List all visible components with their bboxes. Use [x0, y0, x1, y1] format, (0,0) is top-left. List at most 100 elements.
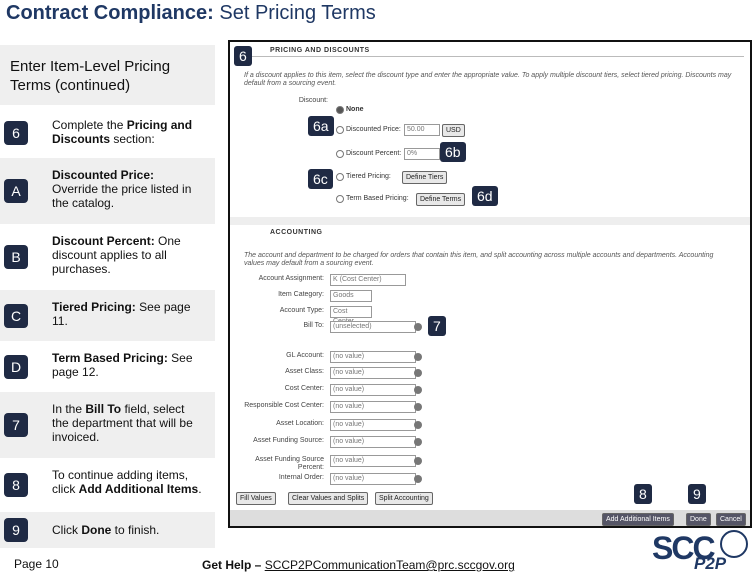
section-rule [230, 217, 750, 225]
field-input[interactable]: (unselected) [330, 321, 416, 333]
help-label: Get Help – [202, 558, 265, 572]
step-text: To continue adding items, click Add Addi… [52, 468, 202, 496]
callout: 6a [308, 116, 334, 136]
field-label: Asset Funding Source: [253, 437, 324, 444]
field-label: Item Category: [278, 291, 324, 298]
step: 7 In the Bill To field, select the depart… [0, 392, 215, 458]
step-text-part: In the [52, 402, 86, 416]
step-text-part: to finish. [111, 523, 160, 537]
callout: 8 [634, 484, 652, 504]
field-icon[interactable] [414, 475, 422, 483]
field-icon[interactable] [414, 438, 422, 446]
field-input[interactable]: (no value) [330, 436, 416, 448]
field-input[interactable]: (no value) [330, 419, 416, 431]
step-text: Complete the Pricing and Discounts secti… [52, 118, 202, 146]
panel-heading: Enter Item-Level Pricing Terms (continue… [0, 45, 215, 105]
field-input[interactable]: (no value) [330, 473, 416, 485]
field-label: Cost Center: [284, 385, 324, 392]
radio[interactable] [336, 173, 344, 181]
footer-button[interactable]: Done [686, 513, 711, 526]
title: Contract Compliance: Set Pricing Terms [6, 2, 376, 25]
email-link[interactable]: SCCP2PCommunicationTeam@prc.sccgov.org [264, 558, 515, 572]
step-badge: C [4, 303, 28, 328]
callout: 6 [234, 46, 252, 66]
step-badge: 9 [4, 518, 28, 542]
field-input[interactable]: (no value) [330, 351, 416, 363]
step-badge: A [4, 179, 28, 203]
option-button[interactable]: Define Terms [416, 193, 466, 206]
title-bold: Contract Compliance: [6, 2, 214, 24]
field-input[interactable]: (no value) [330, 367, 416, 379]
field-input[interactable]: (no value) [330, 455, 416, 467]
logo-globe [720, 530, 748, 558]
footer-button[interactable]: Add Additional Items [602, 513, 674, 526]
step-text-part: One discount applies to all purchases. [52, 234, 181, 276]
field-input[interactable]: K (Cost Center) [330, 274, 406, 286]
field-icon[interactable] [414, 386, 422, 394]
step-badge: D [4, 354, 28, 379]
footer-button[interactable]: Cancel [716, 513, 746, 526]
logo: SCC P2P [652, 528, 752, 574]
field-label: Bill To: [303, 322, 325, 329]
step-text: In the Bill To field, select the departm… [52, 402, 202, 444]
field-input[interactable]: Goods [330, 290, 372, 302]
step-text-part: Click [52, 523, 82, 537]
option-label: None [346, 106, 364, 113]
step-bold: Discounted Price: [52, 168, 155, 182]
field-icon[interactable] [414, 369, 422, 377]
step-bold: Done [81, 523, 112, 537]
heading-bold: Enter Item-Level Pricing Terms [10, 58, 171, 94]
field-input[interactable]: Cost Center [330, 306, 372, 325]
step-badge: 7 [4, 413, 28, 437]
radio[interactable] [336, 195, 344, 203]
radio[interactable] [336, 150, 344, 158]
field-icon[interactable] [414, 323, 422, 331]
field-label: Asset Funding Source Percent: [255, 456, 324, 471]
step-bold: Pricing and Discounts [52, 118, 193, 146]
step-bold: Tiered Pricing: [52, 300, 136, 314]
option-input[interactable]: 0% [404, 148, 440, 160]
step: B Discount Percent: One discount applies … [0, 224, 215, 290]
step-text: Discount Percent: One discount applies t… [52, 234, 202, 276]
step-text: Click Done to finish. [52, 523, 202, 537]
field-icon[interactable] [414, 421, 422, 429]
step-bold: Discount Percent: [52, 234, 155, 248]
field-input[interactable]: (no value) [330, 401, 416, 413]
step-text-part: To continue adding items, click [52, 468, 189, 496]
field-icon[interactable] [414, 353, 422, 361]
field-label: Responsible Cost Center: [244, 402, 324, 409]
option-unit[interactable]: USD [442, 124, 465, 137]
radio[interactable] [336, 106, 344, 114]
callout: 7 [428, 316, 446, 336]
step-text-part: Complete the [52, 118, 127, 132]
step-badge: 6 [4, 121, 28, 145]
callout: 6c [308, 169, 333, 189]
callout: 9 [688, 484, 706, 504]
step-badge: B [4, 245, 28, 269]
field-label: Internal Order: [278, 474, 324, 481]
accounting-button[interactable]: Split Accounting [375, 492, 433, 505]
step: D Term Based Pricing: See page 12. [0, 341, 215, 392]
instructions: The account and department to be charged… [244, 252, 714, 267]
option-label: Discounted Price: [346, 126, 401, 133]
option-label: Tiered Pricing: [346, 173, 391, 180]
section-rule [244, 56, 744, 57]
step-text: Term Based Pricing: See page 12. [52, 351, 202, 379]
screenshot: PRICING AND DISCOUNTS If a discount appli… [228, 40, 752, 528]
field-icon[interactable] [414, 457, 422, 465]
step-text-part: Override the price listed in the catalog… [52, 182, 192, 210]
option-button[interactable]: Define Tiers [402, 171, 448, 184]
logo-sub: P2P [694, 554, 727, 573]
option-input[interactable]: 50.00 [404, 124, 440, 136]
step-text-part: field, select the department that will b… [52, 402, 193, 444]
accounting-button[interactable]: Fill Values [236, 492, 276, 505]
field-icon[interactable] [414, 403, 422, 411]
radio[interactable] [336, 126, 344, 134]
step-bold: Add Additional Items [78, 482, 199, 496]
callout: 6d [472, 186, 498, 206]
instructions: If a discount applies to this item, sele… [244, 72, 732, 87]
step-bold: Term Based Pricing: [52, 351, 168, 365]
accounting-button[interactable]: Clear Values and Splits [288, 492, 369, 505]
field-input[interactable]: (no value) [330, 384, 416, 396]
callout: 6b [440, 142, 466, 162]
